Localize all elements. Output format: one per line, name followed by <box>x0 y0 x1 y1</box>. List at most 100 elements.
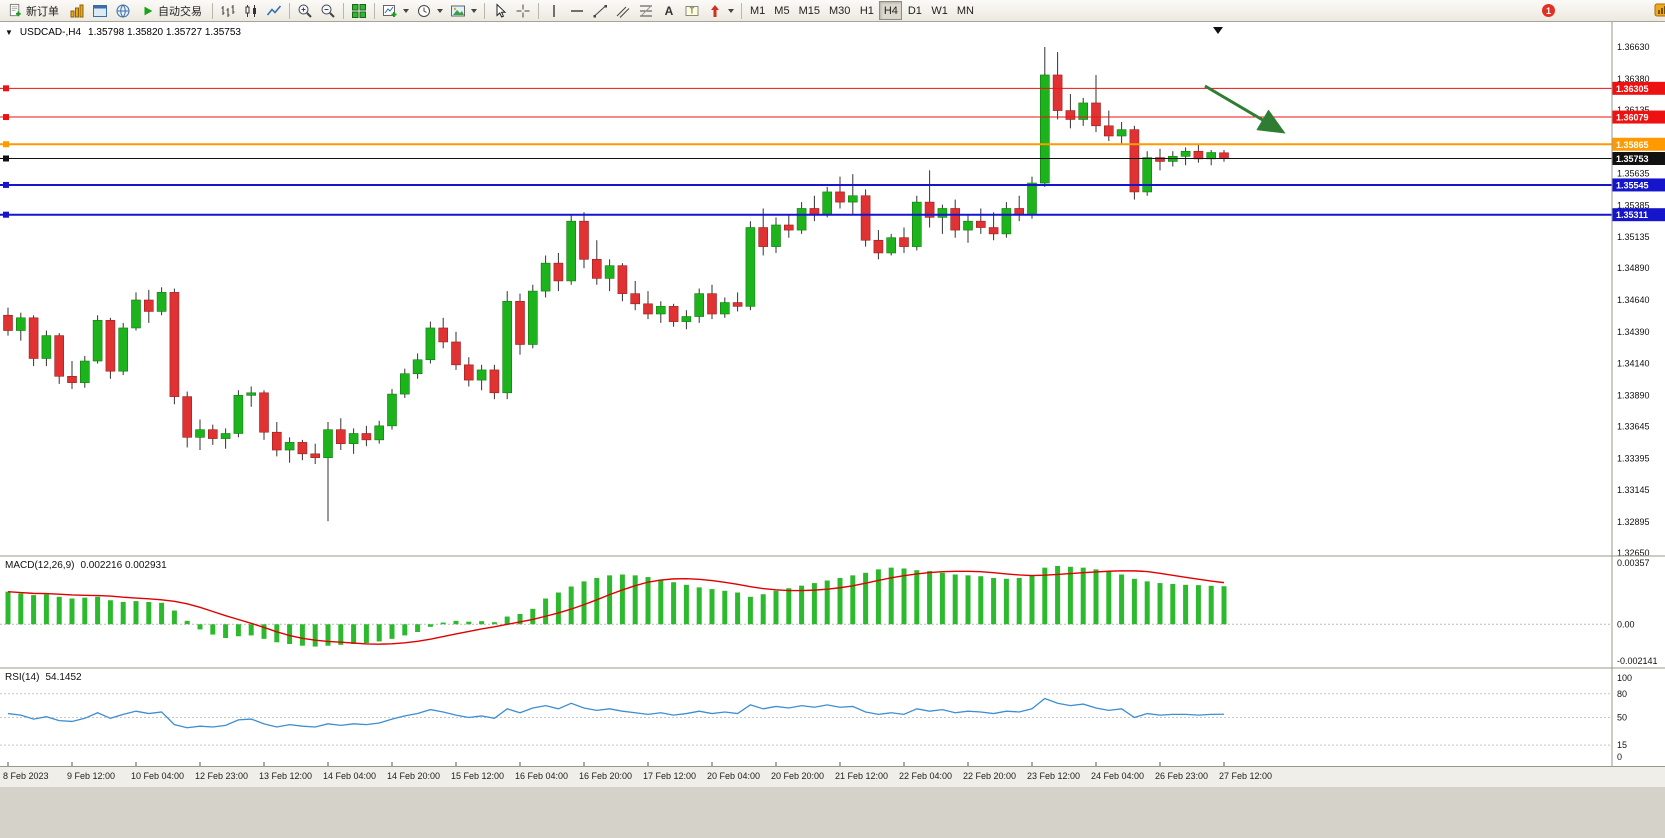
window-filler <box>0 787 1665 838</box>
profiles-button[interactable] <box>89 1 111 20</box>
time-axis[interactable]: 8 Feb 2023 9 Feb 12:00 10 Feb 04:00 12 Feb … <box>0 766 1665 787</box>
timeframe-mn-button[interactable]: MN <box>953 1 978 20</box>
timeframe-h4-button[interactable]: H4 <box>879 1 903 20</box>
horizontal-line-icon <box>571 9 583 12</box>
community-button[interactable] <box>112 1 134 20</box>
new-order-label: 新订单 <box>26 5 59 18</box>
svg-text:100: 100 <box>1617 673 1632 683</box>
svg-text:1.36630: 1.36630 <box>1617 42 1650 52</box>
toolbar-separator <box>741 2 742 19</box>
svg-text:1.35135: 1.35135 <box>1617 232 1650 242</box>
svg-text:1.35753: 1.35753 <box>1616 154 1649 164</box>
svg-text:80: 80 <box>1617 689 1627 699</box>
svg-text:1.35385: 1.35385 <box>1617 200 1650 210</box>
toolbar-separator <box>212 2 213 19</box>
candlestick-chart-icon <box>245 4 256 17</box>
date-label: 24 Feb 04:00 <box>1091 771 1145 781</box>
crosshair-icon <box>516 4 530 17</box>
autotrading-button[interactable]: 自动交易 <box>135 1 208 20</box>
corner-alert-icon[interactable] <box>1654 2 1665 18</box>
candlestick-chart-button[interactable] <box>240 1 262 20</box>
svg-text:0.00357: 0.00357 <box>1617 558 1650 568</box>
globe-icon <box>116 4 130 17</box>
timeframe-m15-button[interactable]: M15 <box>795 1 824 20</box>
svg-text:1.34140: 1.34140 <box>1617 359 1650 369</box>
rsi-name: RSI(14) <box>5 672 40 683</box>
trendline-icon <box>593 4 607 17</box>
text-button[interactable]: A <box>658 1 680 20</box>
timeframe-toolbar: M1 M5 M15 M30 H1 H4 D1 W1 MN <box>746 1 978 20</box>
toolbar: 新订单 自动交易 <box>0 0 1665 22</box>
svg-text:1.34890: 1.34890 <box>1617 263 1650 273</box>
charts-button[interactable] <box>66 1 88 20</box>
chart-ohlc-values: 1.35798 1.35820 1.35727 1.35753 <box>88 27 241 38</box>
date-label: 26 Feb 23:00 <box>1155 771 1209 781</box>
timeframe-m5-button[interactable]: M5 <box>770 1 793 20</box>
svg-text:1.36305: 1.36305 <box>1616 84 1649 94</box>
channel-button[interactable] <box>612 1 634 20</box>
arrow-object-icon <box>711 4 719 17</box>
horizontal-line-button[interactable] <box>566 1 588 20</box>
svg-text:1.36135: 1.36135 <box>1617 105 1650 115</box>
tile-windows-button[interactable] <box>348 1 370 20</box>
toolbar-separator <box>289 2 290 19</box>
date-label: 14 Feb 04:00 <box>323 771 377 781</box>
arrows-button[interactable] <box>704 1 737 20</box>
chart-symbol-period: USDCAD-,H4 <box>19 27 82 38</box>
date-label: 10 Feb 04:00 <box>131 771 185 781</box>
clock-icon <box>418 4 430 17</box>
cursor-button[interactable] <box>489 1 511 20</box>
autotrading-play-icon <box>144 6 153 15</box>
date-label: 16 Feb 04:00 <box>515 771 569 781</box>
zoom-out-icon <box>321 4 335 18</box>
svg-text:1.35865: 1.35865 <box>1616 140 1649 150</box>
dropdown-caret-icon <box>437 8 443 13</box>
date-label: 13 Feb 12:00 <box>259 771 313 781</box>
svg-text:1.36079: 1.36079 <box>1616 113 1649 123</box>
zoom-out-button[interactable] <box>317 1 339 20</box>
timeframe-m30-button[interactable]: M30 <box>825 1 854 20</box>
zoom-in-button[interactable] <box>294 1 316 20</box>
window-icon <box>93 4 107 17</box>
toolbar-separator <box>484 2 485 19</box>
svg-text:1.36380: 1.36380 <box>1617 74 1650 84</box>
timeframe-d1-button[interactable]: D1 <box>903 1 926 20</box>
timeframe-m1-button[interactable]: M1 <box>746 1 769 20</box>
text-tool-icon: A <box>665 4 674 18</box>
one-click-trading-arrow-icon[interactable]: ▼ <box>5 28 13 37</box>
zoom-in-icon <box>298 4 312 18</box>
crosshair-button[interactable] <box>512 1 534 20</box>
toolbar-separator <box>374 2 375 19</box>
new-order-button[interactable]: 新订单 <box>2 1 65 20</box>
svg-text:1.33145: 1.33145 <box>1617 485 1650 495</box>
svg-text:A: A <box>665 4 674 18</box>
trendline-button[interactable] <box>589 1 611 20</box>
svg-text:1.34640: 1.34640 <box>1617 295 1650 305</box>
text-label-button[interactable]: T <box>681 1 703 20</box>
chart-title: ▼ USDCAD-,H4 1.35798 1.35820 1.35727 1.3… <box>5 27 241 38</box>
cursor-icon <box>496 2 507 18</box>
svg-text:1.32650: 1.32650 <box>1617 548 1650 558</box>
svg-text:1.33890: 1.33890 <box>1617 390 1650 400</box>
bar-chart-button[interactable] <box>217 1 239 20</box>
notification-badge[interactable]: 1 <box>1542 4 1555 17</box>
periods-button[interactable] <box>413 1 446 20</box>
chart-canvas[interactable]: 1.366301.363801.361351.358851.356351.353… <box>0 22 1665 766</box>
timeframe-w1-button[interactable]: W1 <box>927 1 952 20</box>
toolbar-separator <box>538 2 539 19</box>
fibonacci-button[interactable] <box>635 1 657 20</box>
vertical-line-button[interactable] <box>543 1 565 20</box>
new-chart-button[interactable] <box>379 1 412 20</box>
date-label: 9 Feb 12:00 <box>67 771 116 781</box>
templates-button[interactable] <box>447 1 480 20</box>
date-label: 23 Feb 12:00 <box>1027 771 1081 781</box>
timeframe-h1-button[interactable]: H1 <box>855 1 878 20</box>
toolbar-separator <box>343 2 344 19</box>
date-label: 20 Feb 04:00 <box>707 771 761 781</box>
vertical-line-icon <box>553 4 555 17</box>
line-chart-button[interactable] <box>263 1 285 20</box>
svg-text:T: T <box>690 6 695 15</box>
date-label: 16 Feb 20:00 <box>579 771 633 781</box>
autotrading-label: 自动交易 <box>158 5 202 18</box>
